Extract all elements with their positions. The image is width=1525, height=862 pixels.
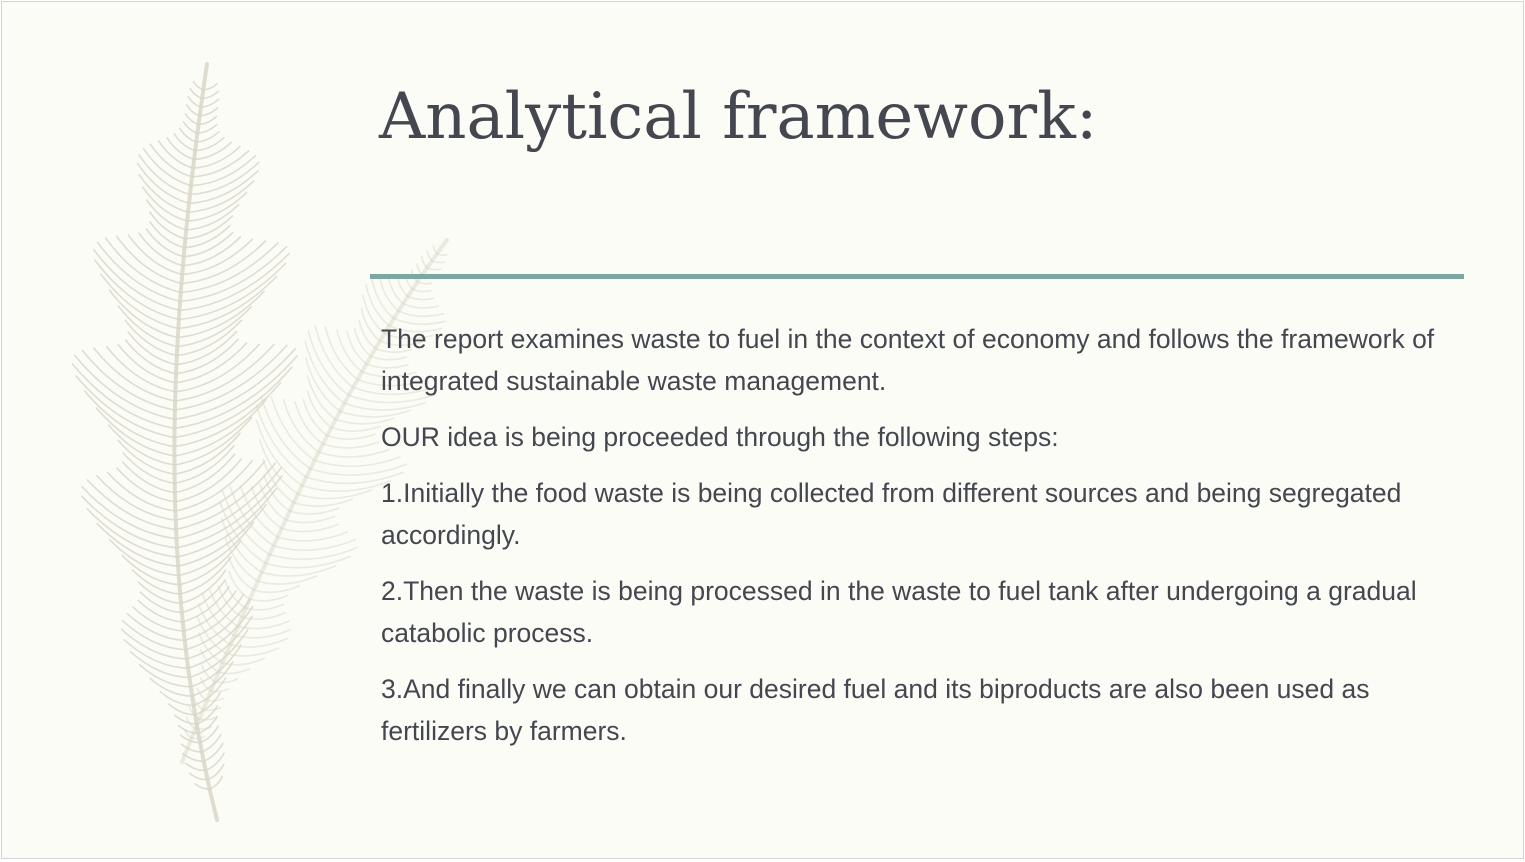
title-divider (370, 274, 1464, 279)
step-1: 1.Initially the food waste is being coll… (381, 478, 1402, 550)
step-3: 3.And finally we can obtain our desired … (381, 674, 1370, 746)
step-2: 2.Then the waste is being processed in t… (381, 576, 1417, 648)
slide-body: The report examines waste to fuel in the… (381, 318, 1451, 766)
slide-title: Analytical framework: (379, 80, 1098, 154)
intro-paragraph: The report examines waste to fuel in the… (381, 324, 1435, 396)
steps-intro: OUR idea is being proceeded through the … (381, 422, 1059, 452)
feather-illustration (71, 62, 449, 822)
